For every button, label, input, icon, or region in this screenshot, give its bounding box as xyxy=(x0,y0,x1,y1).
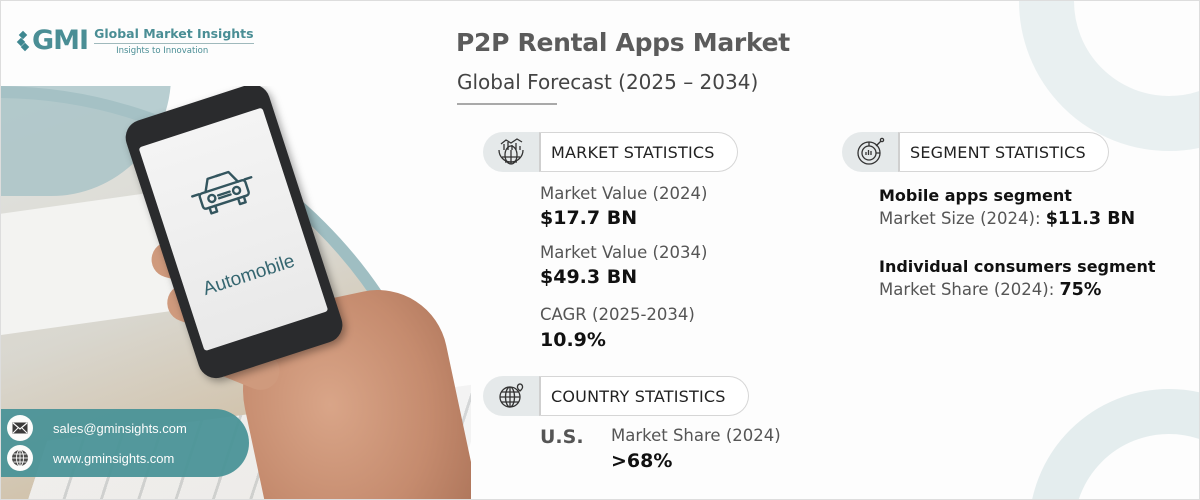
segment-title: Mobile apps segment xyxy=(879,186,1072,205)
title-divider xyxy=(457,103,557,105)
cagr-value: 10.9% xyxy=(540,329,606,351)
brand-name: Global Market Insights xyxy=(94,26,254,44)
segment-metric-label: Market Share (2024): xyxy=(879,280,1060,299)
market-value-2034-label: Market Value (2034) xyxy=(540,243,708,262)
contact-website[interactable]: www.gminsights.com xyxy=(7,445,174,471)
chart-globe-icon xyxy=(483,132,539,172)
email-link[interactable]: sales@gminsights.com xyxy=(53,420,187,436)
market-value-2024-value: $17.7 BN xyxy=(540,207,638,229)
segment-line: Market Share (2024): 75% xyxy=(879,280,1101,300)
phone-screen: Automobile xyxy=(138,107,329,352)
segment-statistics-heading: SEGMENT STATISTICS xyxy=(898,132,1109,172)
cagr-label: CAGR (2025-2034) xyxy=(540,305,695,324)
segment-title: Individual consumers segment xyxy=(879,257,1156,276)
segment-metric-label: Market Size (2024): xyxy=(879,209,1046,228)
country-statistics-badge: COUNTRY STATISTICS xyxy=(483,376,749,416)
page-subtitle: Global Forecast (2025 – 2034) xyxy=(457,70,759,94)
phone-screen-label: Automobile xyxy=(200,250,298,300)
contact-panel: sales@gminsights.com www.gminsights.com xyxy=(1,409,249,477)
country-share-value: >68% xyxy=(611,450,673,472)
segment-metric-value: 75% xyxy=(1059,280,1102,300)
market-statistics-badge: MARKET STATISTICS xyxy=(483,132,738,172)
page-title: P2P Rental Apps Market xyxy=(456,28,790,57)
country-name: U.S. xyxy=(540,426,584,448)
car-icon xyxy=(191,170,253,215)
logo-mark-text: GMI xyxy=(32,25,89,56)
globe-pin-icon xyxy=(483,376,539,416)
logo-diamond-icon xyxy=(16,30,30,51)
logo-mark: GMI xyxy=(16,25,89,56)
decorative-arc-bottom-right xyxy=(1029,389,1199,499)
decorative-arc-top-right xyxy=(1019,1,1199,151)
brand-tagline: Insights to Innovation xyxy=(116,45,209,56)
country-statistics-heading: COUNTRY STATISTICS xyxy=(539,376,749,416)
market-value-2034-value: $49.3 BN xyxy=(540,266,638,288)
smartphone: Automobile xyxy=(121,86,348,383)
website-link[interactable]: www.gminsights.com xyxy=(53,450,175,466)
market-value-2024-label: Market Value (2024) xyxy=(540,184,708,203)
pie-chart-icon xyxy=(842,132,898,172)
market-statistics-heading: MARKET STATISTICS xyxy=(539,132,738,172)
country-share-label: Market Share (2024) xyxy=(611,426,781,445)
segment-line: Market Size (2024): $11.3 BN xyxy=(879,209,1135,229)
contact-email[interactable]: sales@gminsights.com xyxy=(7,415,187,441)
envelope-icon xyxy=(7,415,33,441)
gmi-logo[interactable]: GMI Global Market Insights Insights to I… xyxy=(16,25,254,56)
segment-metric-value: $11.3 BN xyxy=(1045,209,1136,229)
segment-statistics-badge: SEGMENT STATISTICS xyxy=(842,132,1109,172)
globe-icon xyxy=(7,445,33,471)
